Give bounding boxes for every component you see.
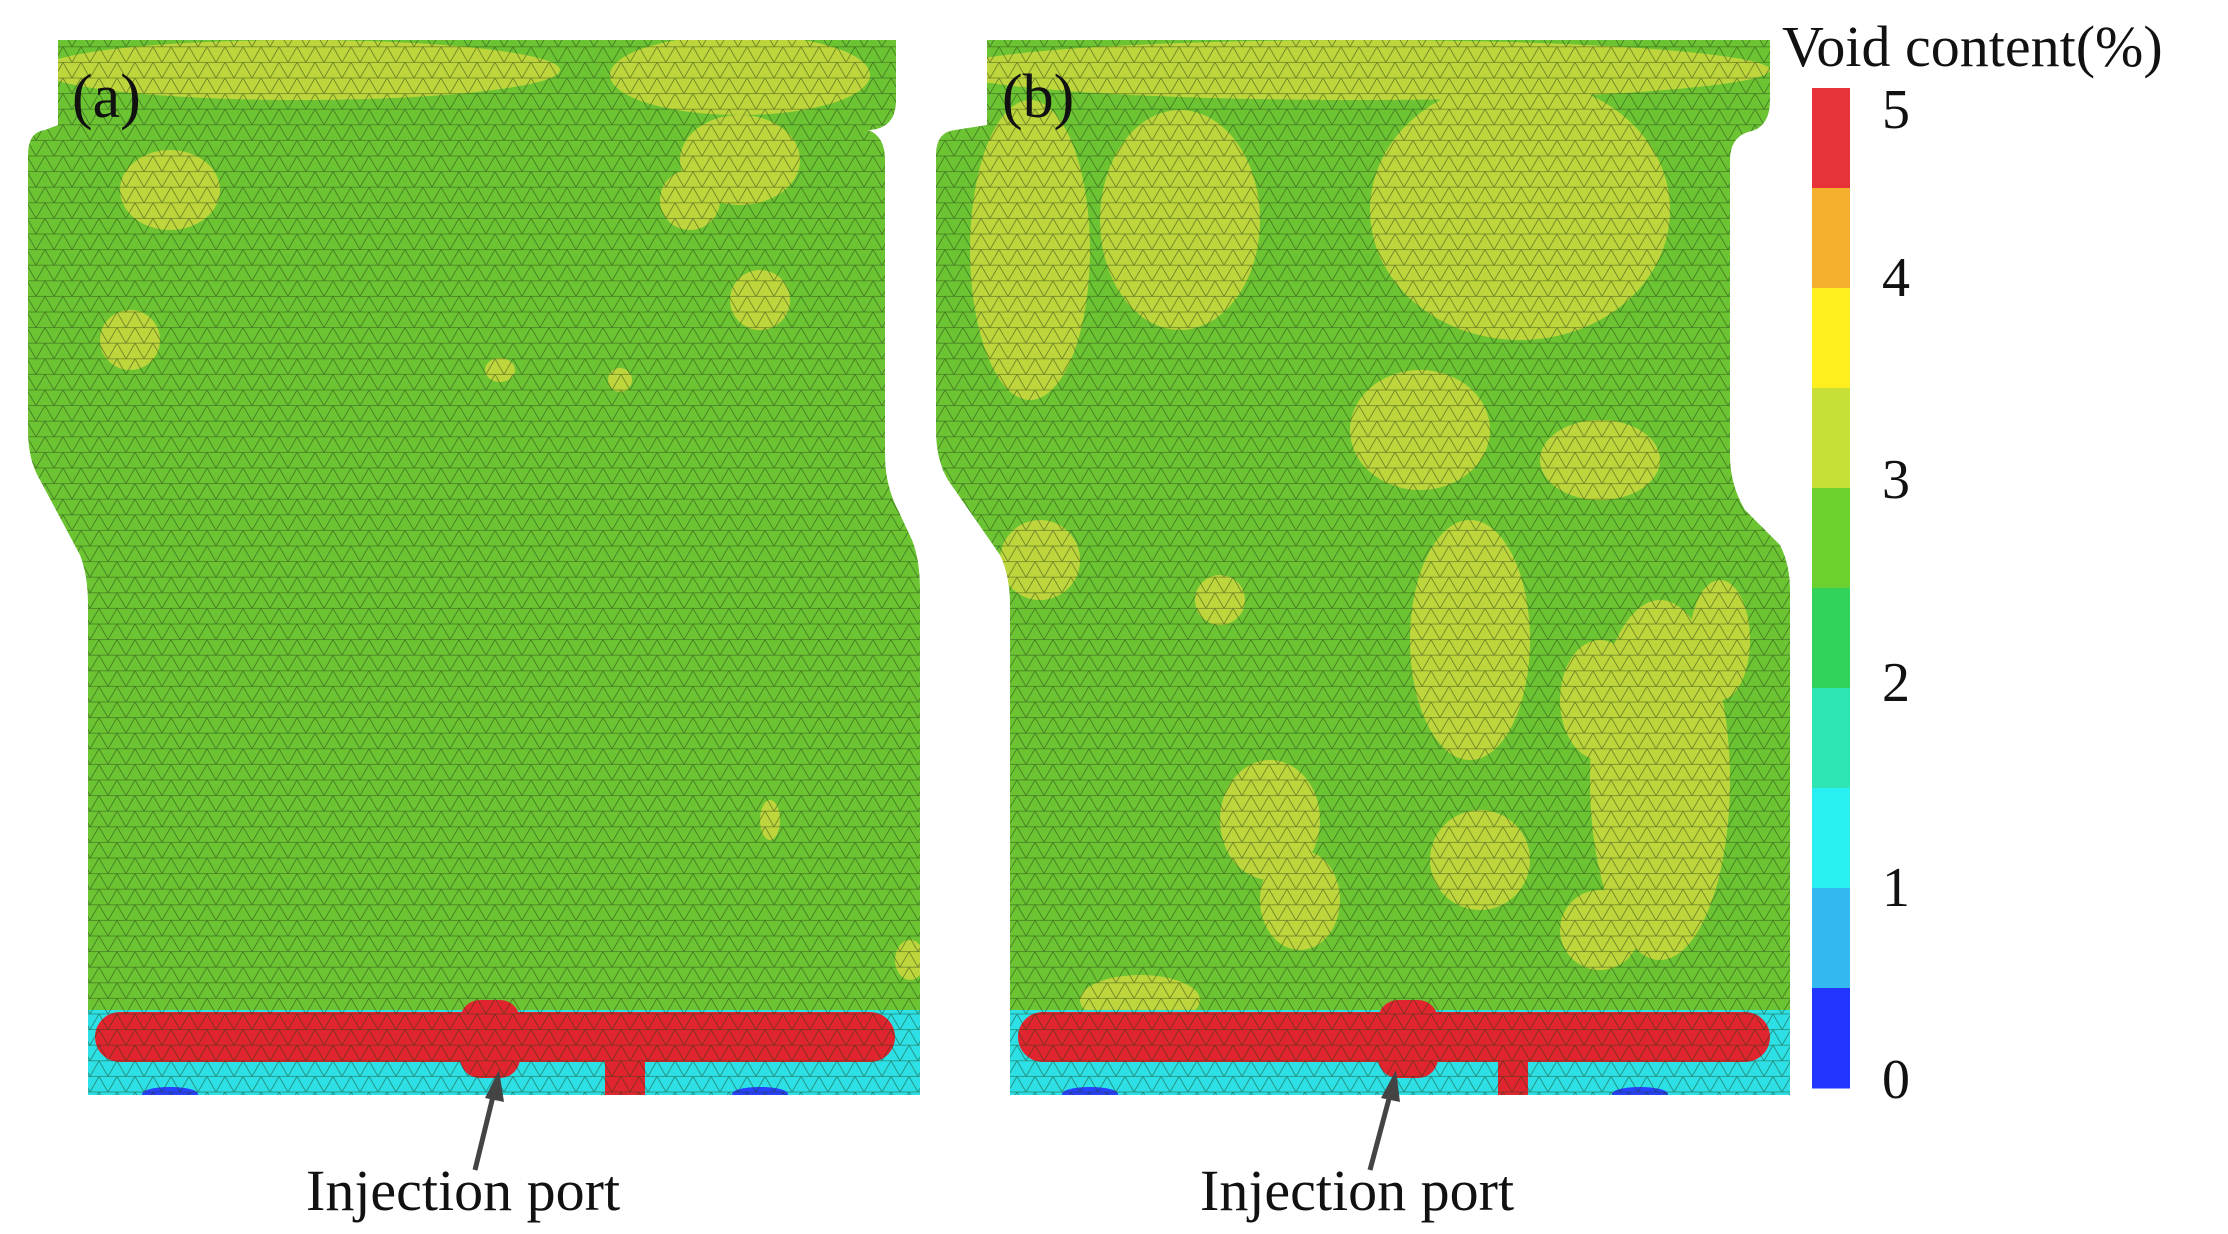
legend-band [1812, 688, 1850, 789]
legend-band [1812, 888, 1850, 989]
legend-colorbar [1812, 88, 1850, 1089]
panel-a-label: (a) [72, 63, 141, 131]
legend-tick-3: 3 [1882, 449, 1910, 511]
panel-a-contour [28, 40, 920, 1095]
legend-band [1812, 988, 1850, 1089]
legend-tick-1: 1 [1882, 857, 1910, 919]
legend-band [1812, 388, 1850, 489]
injection-port-label-b: Injection port [1200, 1158, 1515, 1223]
injection-port-arrow-a [472, 1070, 504, 1171]
legend-band [1812, 288, 1850, 389]
legend-tick-2: 2 [1882, 652, 1910, 714]
legend-band [1812, 188, 1850, 289]
panel-b-contour [936, 40, 1790, 1095]
panel-b-label: (b) [1002, 63, 1075, 131]
legend-tick-5: 5 [1882, 79, 1910, 141]
legend-band [1812, 788, 1850, 889]
legend-band [1812, 88, 1850, 189]
legend-band [1812, 488, 1850, 589]
legend-band [1812, 588, 1850, 689]
injection-port-label-a: Injection port [306, 1158, 621, 1223]
legend-title: Void content(%) [1782, 14, 2163, 79]
legend-tick-4: 4 [1882, 247, 1910, 309]
legend-tick-0: 0 [1882, 1049, 1910, 1111]
injection-port-arrow-b [1367, 1070, 1400, 1171]
